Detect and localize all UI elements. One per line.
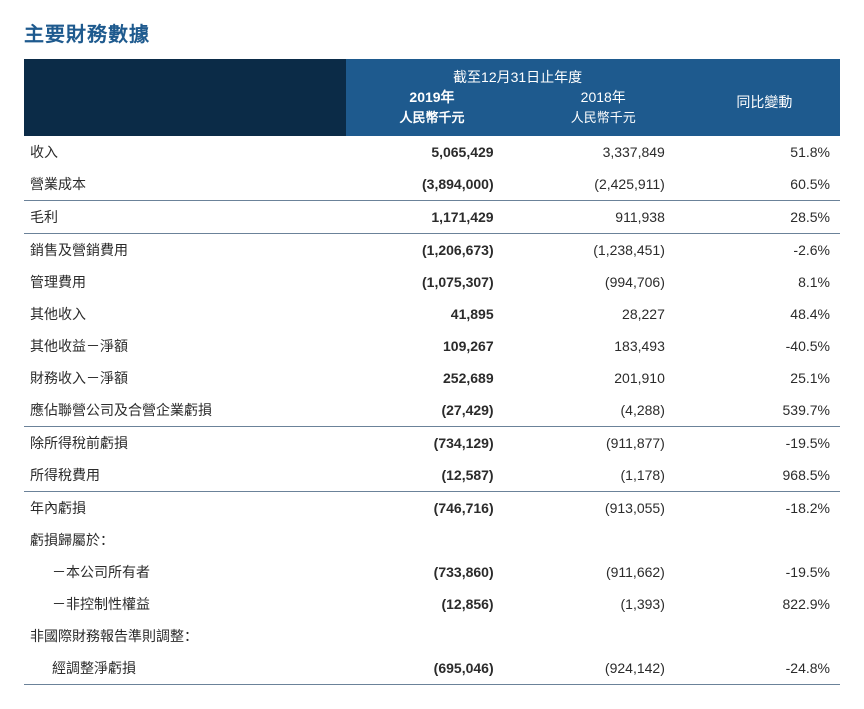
row-label: 其他收益－淨額 [24,330,346,362]
table-row: 營業成本(3,894,000)(2,425,911)60.5% [24,168,840,201]
table-body: 收入5,065,4293,337,84951.8%營業成本(3,894,000)… [24,136,840,685]
cell-change: -19.5% [689,556,840,588]
row-label: 所得稅費用 [24,459,346,492]
cell-change [689,524,840,556]
cell-change: -24.8% [689,652,840,685]
table-row: 經調整淨虧損(695,046)(924,142)-24.8% [24,652,840,685]
cell-2019: (746,716) [346,492,517,525]
row-label: 收入 [24,136,346,168]
cell-2018: (911,877) [518,427,689,460]
cell-2018: 911,938 [518,201,689,234]
header-year-2019: 2019年 [346,87,517,107]
cell-change: -2.6% [689,234,840,267]
cell-2018: (913,055) [518,492,689,525]
row-label: 應佔聯營公司及合營企業虧損 [24,394,346,427]
row-label: 其他收入 [24,298,346,330]
table-row: －本公司所有者(733,860)(911,662)-19.5% [24,556,840,588]
cell-change: 8.1% [689,266,840,298]
table-row: 管理費用(1,075,307)(994,706)8.1% [24,266,840,298]
row-label: 非國際財務報告準則調整： [24,620,346,652]
table-row: 銷售及營銷費用(1,206,673)(1,238,451)-2.6% [24,234,840,267]
table-row: 應佔聯營公司及合營企業虧損(27,429)(4,288)539.7% [24,394,840,427]
table-row: 其他收益－淨額109,267183,493-40.5% [24,330,840,362]
cell-change: 822.9% [689,588,840,620]
header-period-span: 截至12月31日止年度 [346,59,689,87]
financial-table: 截至12月31日止年度 同比變動 2019年 2018年 人民幣千元 人民幣千元… [24,59,840,685]
cell-change: 25.1% [689,362,840,394]
cell-2018: 201,910 [518,362,689,394]
cell-2019: (12,587) [346,459,517,492]
cell-2018 [518,524,689,556]
row-label: 除所得稅前虧損 [24,427,346,460]
table-header: 截至12月31日止年度 同比變動 2019年 2018年 人民幣千元 人民幣千元 [24,59,840,136]
section-title: 主要財務數據 [24,18,840,47]
cell-2018: 183,493 [518,330,689,362]
cell-change: 51.8% [689,136,840,168]
cell-2019: 252,689 [346,362,517,394]
cell-2018: 28,227 [518,298,689,330]
row-label: 管理費用 [24,266,346,298]
row-label: 營業成本 [24,168,346,201]
table-row: －非控制性權益(12,856)(1,393)822.9% [24,588,840,620]
cell-change: 28.5% [689,201,840,234]
cell-2018: (911,662) [518,556,689,588]
cell-change: -19.5% [689,427,840,460]
cell-change: -40.5% [689,330,840,362]
table-row: 非國際財務報告準則調整： [24,620,840,652]
row-label: 財務收入－淨額 [24,362,346,394]
cell-2019 [346,620,517,652]
cell-2019: 5,065,429 [346,136,517,168]
header-unit-2018: 人民幣千元 [518,107,689,136]
cell-change: 60.5% [689,168,840,201]
row-label: 銷售及營銷費用 [24,234,346,267]
row-label: －本公司所有者 [24,556,346,588]
header-blank [24,59,346,136]
table-row: 虧損歸屬於： [24,524,840,556]
header-unit-2019: 人民幣千元 [346,107,517,136]
cell-2019: (734,129) [346,427,517,460]
cell-2019: (1,206,673) [346,234,517,267]
cell-2019 [346,524,517,556]
header-year-2018: 2018年 [518,87,689,107]
cell-2018 [518,620,689,652]
table-row: 其他收入41,89528,22748.4% [24,298,840,330]
cell-2018: (2,425,911) [518,168,689,201]
table-row: 除所得稅前虧損(734,129)(911,877)-19.5% [24,427,840,460]
table-row: 財務收入－淨額252,689201,91025.1% [24,362,840,394]
table-row: 年內虧損(746,716)(913,055)-18.2% [24,492,840,525]
cell-2019: (27,429) [346,394,517,427]
cell-change [689,620,840,652]
table-row: 收入5,065,4293,337,84951.8% [24,136,840,168]
row-label: 經調整淨虧損 [24,652,346,685]
cell-2018: 3,337,849 [518,136,689,168]
row-label: 虧損歸屬於： [24,524,346,556]
cell-2019: 1,171,429 [346,201,517,234]
cell-2018: (924,142) [518,652,689,685]
cell-2018: (4,288) [518,394,689,427]
cell-2019: (1,075,307) [346,266,517,298]
cell-2019: (733,860) [346,556,517,588]
cell-2018: (994,706) [518,266,689,298]
table-row: 毛利1,171,429911,93828.5% [24,201,840,234]
cell-change: 968.5% [689,459,840,492]
row-label: －非控制性權益 [24,588,346,620]
row-label: 毛利 [24,201,346,234]
cell-change: 539.7% [689,394,840,427]
header-change: 同比變動 [689,59,840,136]
table-row: 所得稅費用(12,587)(1,178)968.5% [24,459,840,492]
cell-2019: 109,267 [346,330,517,362]
cell-2019: (12,856) [346,588,517,620]
cell-2018: (1,393) [518,588,689,620]
cell-change: -18.2% [689,492,840,525]
row-label: 年內虧損 [24,492,346,525]
cell-2019: (3,894,000) [346,168,517,201]
cell-2018: (1,178) [518,459,689,492]
cell-2018: (1,238,451) [518,234,689,267]
cell-2019: 41,895 [346,298,517,330]
cell-change: 48.4% [689,298,840,330]
cell-2019: (695,046) [346,652,517,685]
